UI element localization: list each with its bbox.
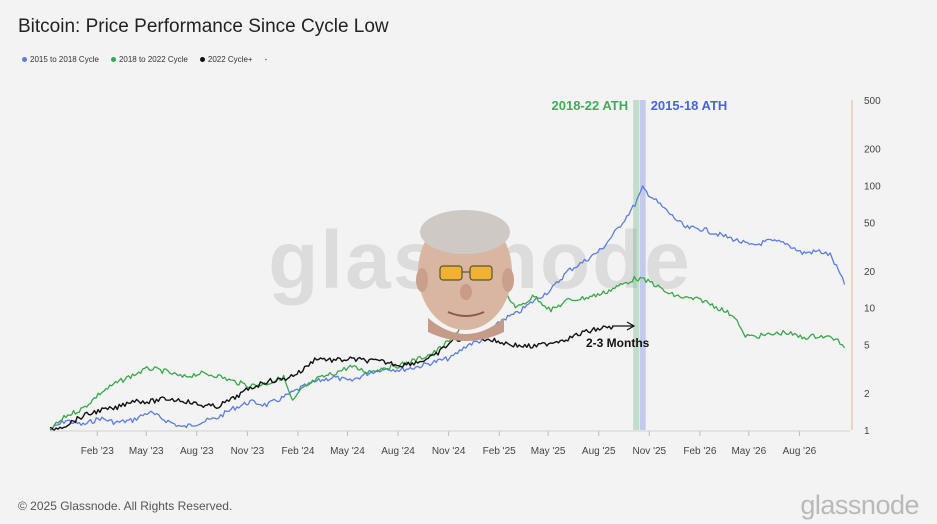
x-tick-label: Nov '23 bbox=[231, 446, 265, 457]
x-tick-label: Aug '26 bbox=[783, 446, 817, 457]
y-tick-label: 10 bbox=[864, 304, 876, 315]
x-tick-label: May '23 bbox=[129, 446, 164, 457]
series-line-0 bbox=[49, 185, 846, 431]
face-glasses-right bbox=[469, 265, 493, 281]
annotation-2-3-months: 2-3 Months bbox=[586, 336, 650, 350]
series-layer bbox=[49, 185, 846, 432]
face-hair bbox=[420, 210, 510, 254]
face-chin bbox=[428, 318, 504, 341]
ath-band-2015-18 bbox=[639, 100, 646, 430]
x-tick-label: Feb '23 bbox=[81, 446, 114, 457]
legend-dot-2022 bbox=[199, 57, 205, 62]
y-tick-label: 500 bbox=[864, 96, 881, 107]
face-ear-left bbox=[416, 268, 428, 292]
legend-dot-2015-2018 bbox=[22, 57, 27, 62]
x-tick-label: Aug '23 bbox=[180, 446, 214, 457]
face-glasses-left bbox=[439, 265, 463, 281]
y-tick-label: 100 bbox=[864, 181, 881, 192]
ath-band-2018-22 bbox=[633, 100, 640, 430]
y-tick-label: 200 bbox=[864, 145, 881, 156]
copyright: © 2025 Glassnode. All Rights Reserved. bbox=[18, 499, 233, 513]
face-ear-right bbox=[502, 268, 514, 292]
x-tick-label: May '24 bbox=[330, 446, 365, 457]
y-tick-label: 50 bbox=[864, 218, 876, 229]
annotation-2015-18-ath: 2015-18 ATH bbox=[651, 98, 728, 113]
legend-item-2022[interactable]: 2022 Cycle+ bbox=[199, 55, 253, 64]
series-line-1 bbox=[49, 275, 846, 431]
legend-item-2015-2018[interactable]: 2015 to 2018 Cycle bbox=[22, 55, 99, 64]
x-tick-label: Feb '26 bbox=[683, 446, 716, 457]
series-line-2 bbox=[49, 325, 614, 432]
chart-title: Bitcoin: Price Performance Since Cycle L… bbox=[18, 16, 389, 37]
face-nose bbox=[460, 284, 472, 300]
legend: 2015 to 2018 Cycle 2018 to 2022 Cycle 20… bbox=[22, 55, 267, 64]
legend-item-2018-2022[interactable]: 2018 to 2022 Cycle bbox=[110, 55, 188, 64]
x-tick-label: Feb '24 bbox=[281, 446, 314, 457]
x-tick-label: Nov '24 bbox=[432, 446, 466, 457]
annotation-2018-22-ath: 2018-22 ATH bbox=[552, 98, 629, 113]
x-tick-label: Aug '25 bbox=[582, 446, 616, 457]
legend-label-2015-2018: 2015 to 2018 Cycle bbox=[30, 55, 99, 64]
ath-bands bbox=[633, 100, 646, 430]
x-tick-label: May '25 bbox=[531, 446, 566, 457]
legend-label-2022: 2022 Cycle+ bbox=[207, 55, 253, 64]
x-tick-label: Nov '25 bbox=[633, 446, 667, 457]
legend-dot-2018-2022 bbox=[110, 57, 116, 62]
x-tick-label: May '26 bbox=[731, 446, 766, 457]
y-axis: 1 2 5 10 20 50 100 200 500 bbox=[851, 96, 881, 437]
y-tick-label: 5 bbox=[864, 341, 870, 352]
face-mouth bbox=[447, 311, 485, 317]
person-face-illustration bbox=[416, 210, 514, 341]
legend-item-extra: - bbox=[265, 55, 268, 64]
legend-extra: - bbox=[264, 55, 268, 64]
y-tick-label: 1 bbox=[864, 426, 870, 437]
y-tick-label: 20 bbox=[864, 267, 876, 278]
x-tick-label: Aug '24 bbox=[381, 446, 415, 457]
legend-label-2018-2022: 2018 to 2022 Cycle bbox=[118, 55, 188, 64]
y-tick-label: 2 bbox=[864, 389, 870, 400]
annotations: 2018-22 ATH 2015-18 ATH 2-3 Months bbox=[552, 98, 728, 350]
x-tick-label: Feb '25 bbox=[483, 446, 516, 457]
brand-logo: glassnode bbox=[800, 490, 919, 520]
x-axis: Feb '23 May '23 Aug '23 Nov '23 Feb '24 May '… bbox=[50, 430, 850, 457]
arrow-head bbox=[626, 321, 636, 331]
